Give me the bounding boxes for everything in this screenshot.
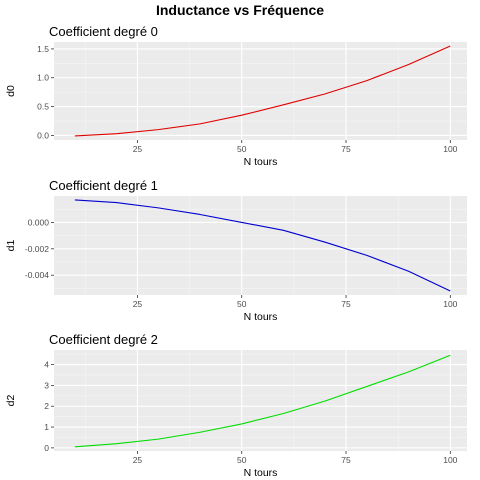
x-axis-title: N tours (244, 156, 278, 168)
x-tick-label: 100 (443, 455, 457, 465)
y-tick-label: 1 (44, 422, 49, 432)
x-tick-label: 100 (443, 144, 457, 154)
y-axis-title: d0 (5, 85, 17, 97)
y-tick-label: 0.0 (37, 130, 49, 140)
x-tick-label: 100 (443, 299, 457, 309)
x-tick-label: 75 (341, 455, 351, 465)
y-axis-title: d1 (5, 240, 17, 252)
chart-panels: Coefficient degré 0 25 50 75 100 0.0 0.5 1.0 1.5… (5, 24, 467, 479)
y-tick-label: 1.0 (37, 73, 49, 83)
plot-background (54, 196, 467, 295)
y-axis-title: d2 (5, 395, 17, 407)
y-tick-label: -0.004 (25, 270, 49, 280)
x-tick-label: 25 (133, 455, 143, 465)
y-tick-label: 2 (44, 401, 49, 411)
y-tick-label: 0 (44, 443, 49, 453)
x-tick-label: 50 (237, 455, 247, 465)
x-tick-label: 25 (133, 144, 143, 154)
plot-background (54, 350, 467, 451)
plot-background (54, 42, 467, 140)
panel-title: Coefficient degré 0 (49, 24, 158, 39)
y-tick-label: 3 (44, 380, 49, 390)
x-tick-label: 75 (341, 299, 351, 309)
x-tick-label: 25 (133, 299, 143, 309)
y-tick-label: 4 (44, 360, 49, 370)
y-tick-label: -0.002 (25, 244, 49, 254)
x-axis-title: N tours (244, 467, 278, 479)
panel-title: Coefficient degré 1 (49, 178, 158, 193)
x-tick-label: 75 (341, 144, 351, 154)
x-tick-label: 50 (237, 144, 247, 154)
y-tick-label: 1.5 (37, 44, 49, 54)
panel-title: Coefficient degré 2 (49, 332, 158, 347)
y-tick-label: 0.000 (28, 217, 50, 227)
figure-title: Inductance vs Fréquence (156, 2, 324, 18)
x-tick-label: 50 (237, 299, 247, 309)
y-tick-label: 0.5 (37, 102, 49, 112)
x-axis-title: N tours (244, 311, 278, 323)
